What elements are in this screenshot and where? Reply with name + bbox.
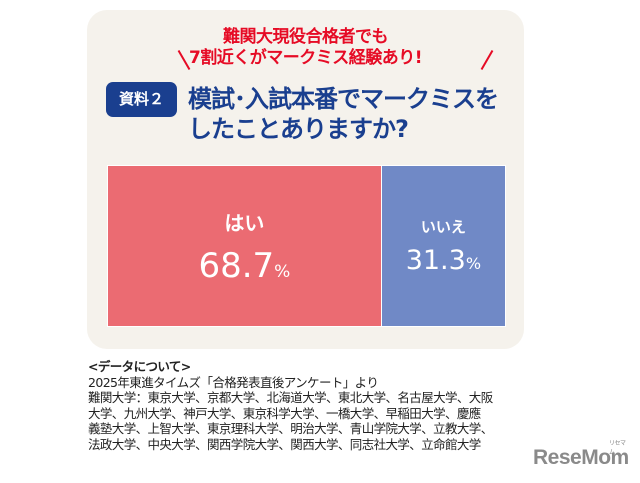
data-notes: <データについて> 2025年東進タイムズ「合格発表直後アンケート」より 難関大… bbox=[88, 359, 528, 453]
notes-line: 義塾大学、上智大学、東京理科大学、明治大学、青山学院大学、立教大学、 bbox=[88, 421, 493, 437]
chart-title: 模試･入試本番でマークミスを したことありますか? bbox=[188, 84, 518, 144]
bar-yes-value: 68.7 bbox=[198, 245, 275, 286]
bar-no: いいえ 31.3% bbox=[381, 166, 505, 326]
resemom-logo: ReseMom リセマム bbox=[533, 441, 629, 470]
stacked-bar: はい 68.7% いいえ 31.3% bbox=[107, 165, 506, 327]
material-badge: 資料２ bbox=[106, 82, 177, 117]
bar-no-unit: % bbox=[465, 254, 482, 273]
notes-line: 難関大学：東京大学、京都大学、北海道大学、東北大学、名古屋大学、大阪 bbox=[88, 390, 493, 406]
notes-source: 2025年東進タイムズ「合格発表直後アンケート」より bbox=[88, 374, 379, 390]
title-line1: 模試･入試本番でマークミスを bbox=[188, 85, 499, 113]
bar-no-label: いいえ bbox=[420, 218, 466, 236]
subtitle-line1: 難関大現役合格者でも bbox=[223, 27, 389, 47]
title-line2: したことありますか? bbox=[188, 115, 409, 143]
notes-line: 法政大学、中央大学、関西学院大学、関西大学、同志社大学、立命館大学 bbox=[88, 436, 481, 452]
notes-header: <データについて> bbox=[88, 359, 191, 374]
bar-yes-label: はい bbox=[224, 210, 265, 235]
notes-line: 大学、九州大学、神戸大学、東京科学大学、一橋大学、早稲田大学、慶應 bbox=[88, 405, 481, 421]
bar-yes-unit: % bbox=[274, 261, 291, 282]
logo-kana: リセマム bbox=[609, 441, 626, 456]
subtitle-line2: 7割近くがマークミス経験あり! bbox=[188, 48, 423, 68]
subtitle: 難関大現役合格者でも 7割近くがマークミス経験あり! bbox=[87, 27, 524, 69]
bar-no-value: 31.3 bbox=[405, 245, 466, 276]
logo-text: ReseMom bbox=[533, 446, 629, 469]
bar-yes: はい 68.7% bbox=[108, 166, 381, 326]
